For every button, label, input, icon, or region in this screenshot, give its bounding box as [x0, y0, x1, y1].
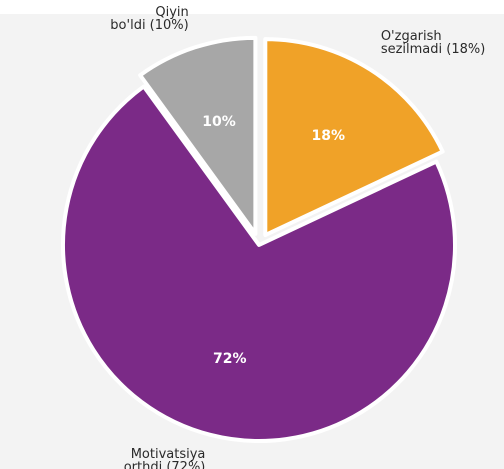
pie-slice-0 — [263, 37, 445, 238]
pie-slice-name-line: Motivatsiya — [131, 447, 206, 462]
pie-slice-name-line: Qiyin — [155, 5, 188, 20]
pie-slice-name-label-1: Motivatsiya orthdi (72%) — [124, 447, 206, 469]
slice-name-labels-layer: O'zgarish sezilmadi (18%) Motivatsiya orthd… — [110, 5, 485, 469]
pie-slice-1 — [61, 84, 457, 443]
pie-slice-name-label-0: O'zgarish sezilmadi (18%) — [381, 29, 485, 57]
pie-slice-name-line: orthdi (72%) — [124, 460, 206, 469]
title-area — [0, 0, 504, 14]
pie-slice-2 — [138, 35, 258, 236]
slices-layer — [61, 35, 457, 443]
pie-slice-name-label-2: Qiyin bo'ldi (10%) — [110, 5, 188, 33]
pie-slice-percent-label-1: 72% — [213, 351, 247, 367]
percent-labels-layer: 18% 72% 10% — [202, 114, 345, 367]
pie-slice-percent-label-0: 18% — [312, 128, 346, 144]
pie-slice-name-line: bo'ldi (10%) — [110, 18, 188, 33]
pie-slice-name-line: O'zgarish — [381, 29, 442, 44]
pie-slice-name-line: sezilmadi (18%) — [381, 42, 485, 57]
pie-slice-percent-label-2: 10% — [202, 114, 236, 130]
